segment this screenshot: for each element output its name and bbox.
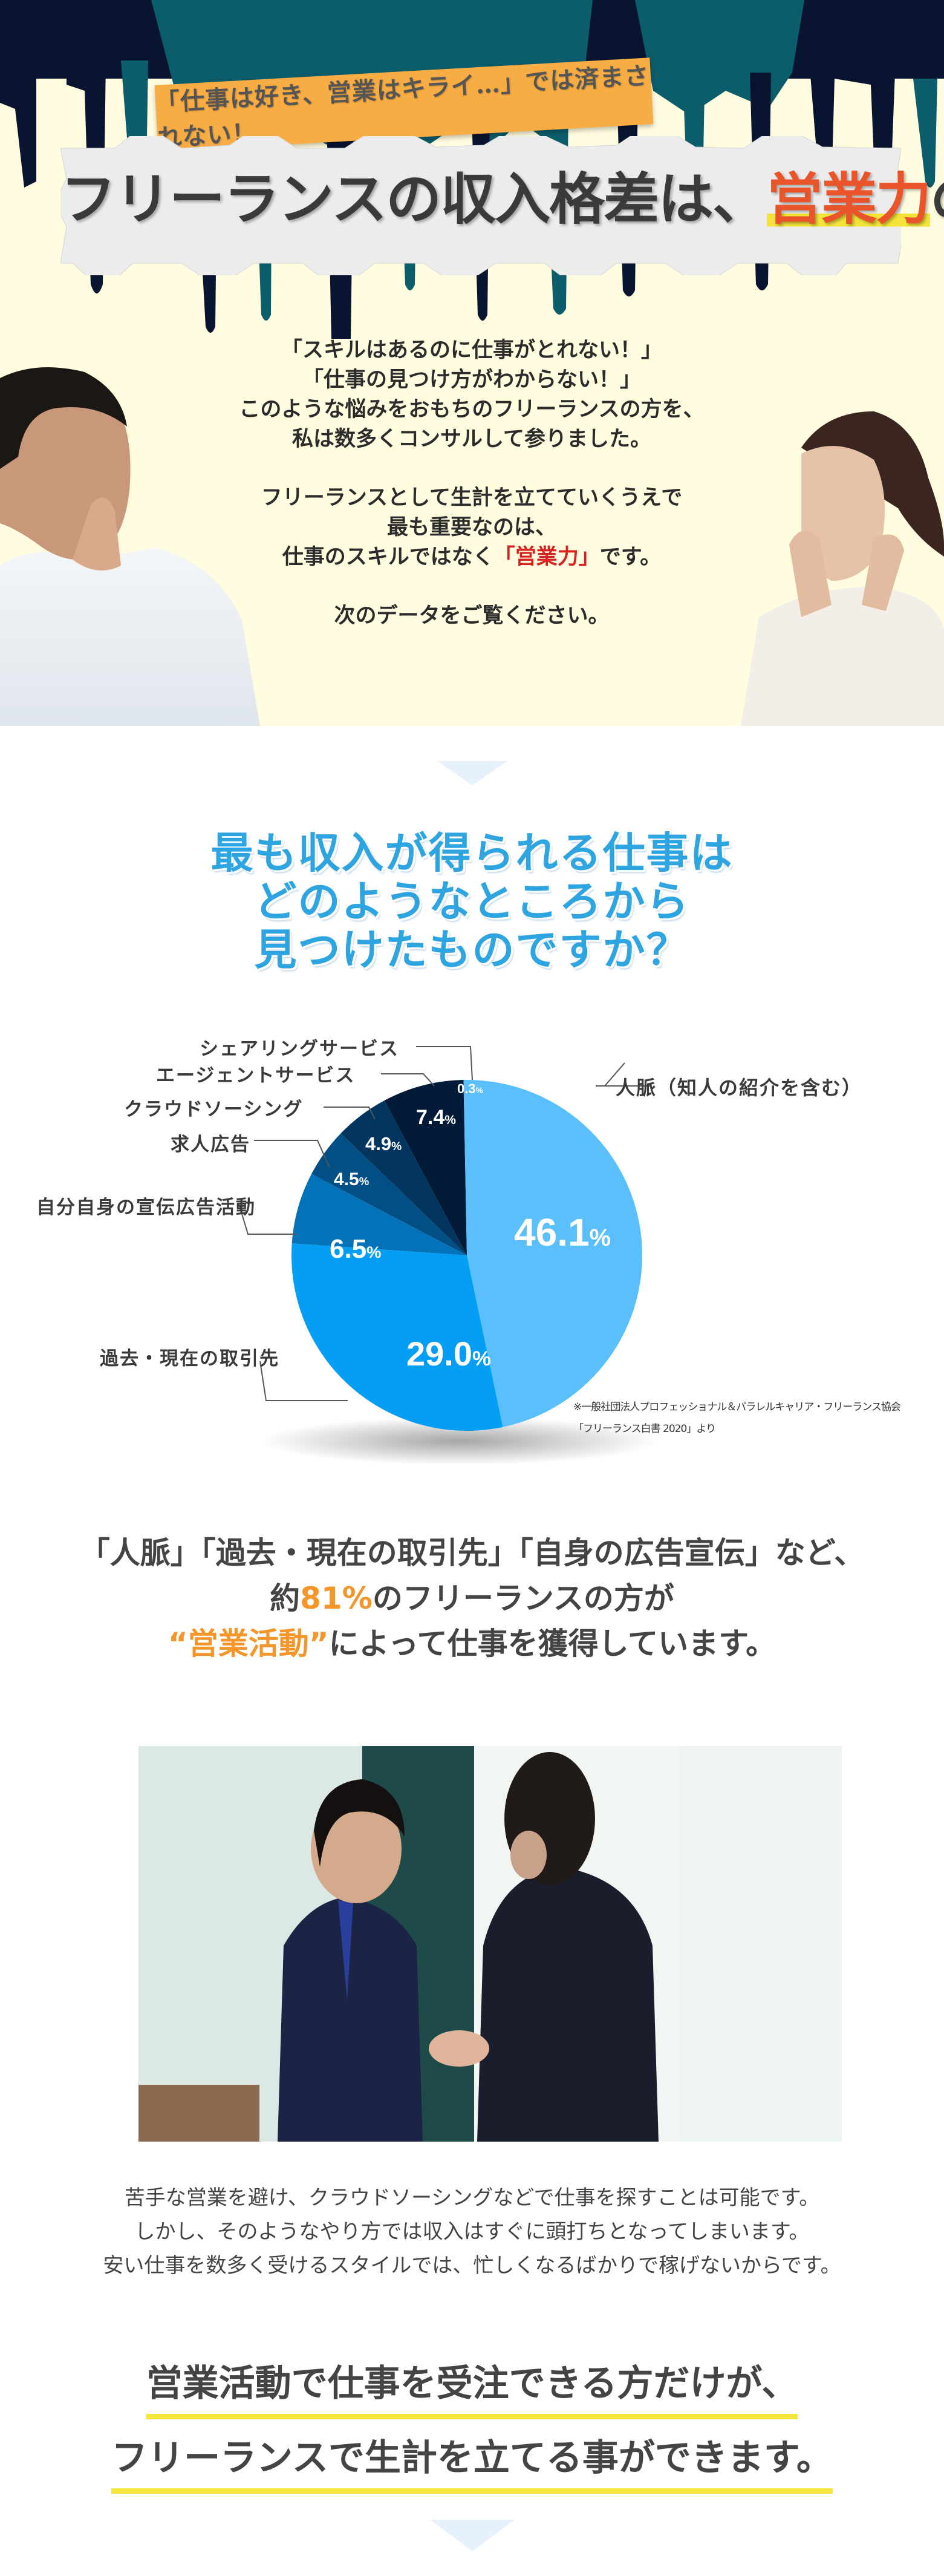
source-note-line: 「フリーランス白書 2020」より bbox=[573, 1423, 716, 1435]
worried-woman-photo bbox=[741, 411, 944, 726]
body-paragraph: 苦手な営業を避け、クラウドソーシングなどで仕事を探すことは可能です。 しかし、そ… bbox=[0, 2181, 944, 2283]
pie-slice bbox=[467, 1080, 642, 1427]
hero-copy-line: 「スキルはあるのに仕事がとれない！」 bbox=[281, 338, 662, 362]
main-title: フリーランスの収入格差は、営業力の差！ bbox=[60, 154, 944, 235]
pct-agent: 7.4% bbox=[416, 1106, 457, 1129]
question-line: どのようなところから bbox=[254, 877, 690, 926]
stat-line: 「人脈」「過去・現在の取引先」「自身の広告宣伝」など、 bbox=[79, 1535, 865, 1571]
pie-label-agent: エージェントサービス bbox=[156, 1065, 356, 1087]
pie-chart: シェアリングサービス エージェントサービス クラウドソーシング 求人広告 自分自… bbox=[0, 1016, 944, 1464]
pie-label-crowdsourcing: クラウドソーシング bbox=[124, 1099, 304, 1120]
stat-text: 約 bbox=[270, 1581, 301, 1616]
question-line: 最も収入が得られる仕事は bbox=[210, 828, 734, 878]
main-title-after: の差！ bbox=[930, 166, 944, 232]
pct-clients: 29.0% bbox=[406, 1335, 491, 1373]
body-line: 苦手な営業を避け、クラウドソーシングなどで仕事を探すことは可能です。 bbox=[124, 2186, 820, 2210]
pct-sharing: 0.3% bbox=[457, 1081, 483, 1096]
down-arrow-icon bbox=[430, 2520, 515, 2551]
pie-slice bbox=[291, 1243, 503, 1431]
pct-self-promotion: 6.5% bbox=[330, 1234, 382, 1264]
hero-copy-line: 仕事のスキルではなく「営業力」です。 bbox=[200, 543, 744, 572]
sales-activity-highlight: “営業活動” bbox=[168, 1626, 329, 1661]
stat-text: によって仕事を獲得しています。 bbox=[328, 1626, 776, 1661]
hero-copy-line: 私は数多くコンサルして参りました。 bbox=[292, 427, 651, 451]
pie-slice bbox=[463, 1080, 467, 1255]
pct-network: 46.1% bbox=[514, 1211, 611, 1254]
pct-crowdsourcing: 4.9% bbox=[365, 1133, 402, 1154]
hero-copy-text: 仕事のスキルではなく bbox=[282, 545, 494, 569]
main-title-before: フリーランスの収入格差は、 bbox=[60, 166, 768, 232]
source-note: ※一般社団法人プロフェッショナル＆パラレルキャリア・フリーランス協会 「フリーラ… bbox=[573, 1396, 901, 1440]
pie-chart-graphic bbox=[238, 1046, 659, 1464]
statistic-statement: 「人脈」「過去・現在の取引先」「自身の広告宣伝」など、 約81%のフリーランスの… bbox=[0, 1531, 944, 1667]
hero-copy-line: このような悩みをおもちのフリーランスの方を、 bbox=[239, 397, 705, 422]
question-heading: 最も収入が得られる仕事は どのようなところから 見つけたものですか？ bbox=[0, 829, 944, 974]
leader-lines bbox=[238, 1046, 650, 1401]
conclusion-statement: 営業活動で仕事を受注できる方だけが、 フリーランスで生計を立てる事ができます。 bbox=[0, 2359, 944, 2508]
pie-slice bbox=[340, 1100, 467, 1255]
hero-copy-line: 最も重要なのは、 bbox=[386, 515, 556, 540]
thinking-man-photo bbox=[0, 367, 260, 726]
pie-slices bbox=[291, 1080, 642, 1431]
pie-label-sharing: シェアリングサービス bbox=[200, 1038, 399, 1060]
title-burst-shape bbox=[60, 136, 901, 275]
pie-label-self-promotion: 自分自身の宣伝広告活動 bbox=[36, 1197, 256, 1218]
stat-percentage: 81% bbox=[300, 1581, 373, 1616]
stat-line: 約81%のフリーランスの方が bbox=[0, 1576, 944, 1621]
pie-label-job-ads: 求人広告 bbox=[171, 1134, 250, 1156]
stat-text: のフリーランスの方が bbox=[372, 1581, 674, 1616]
body-line: 安い仕事を数多く受けるスタイルでは、忙しくなるばかりで稼げないからです。 bbox=[103, 2254, 841, 2278]
hero-copy: 「スキルはあるのに仕事がとれない！」 「仕事の見つけ方がわからない！」 このよう… bbox=[200, 336, 744, 631]
sales-power-highlight: 「営業力」 bbox=[493, 545, 600, 569]
pct-job-ads: 4.5% bbox=[334, 1169, 369, 1189]
pie-slice bbox=[384, 1080, 467, 1255]
handshake-photo bbox=[138, 1746, 842, 2142]
hero-copy-line: 次のデータをご覧ください。 bbox=[334, 604, 610, 628]
pie-slice bbox=[291, 1174, 467, 1255]
source-note-line: ※一般社団法人プロフェッショナル＆パラレルキャリア・フリーランス協会 bbox=[573, 1401, 901, 1413]
hero-section: 「仕事は好き、営業はキライ…」では済まされない！ フリーランスの収入格差は、営業… bbox=[0, 0, 944, 726]
down-arrow-icon bbox=[437, 761, 507, 785]
pie-slice bbox=[311, 1133, 467, 1255]
conclusion-line: フリーランスで生計を立てる事ができます。 bbox=[111, 2434, 833, 2494]
hero-copy-line: 「仕事の見つけ方がわからない！」 bbox=[302, 368, 641, 392]
pie-label-network: 人脈（知人の紹介を含む） bbox=[616, 1076, 863, 1099]
conclusion-line: 営業活動で仕事を受注できる方だけが、 bbox=[146, 2359, 798, 2419]
stat-line: “営業活動”によって仕事を獲得しています。 bbox=[0, 1621, 944, 1667]
hero-copy-text: です。 bbox=[599, 545, 662, 569]
question-line: 見つけたものですか？ bbox=[254, 925, 690, 975]
main-title-accent: 営業力 bbox=[767, 166, 931, 232]
pie-label-clients: 過去・現在の取引先 bbox=[100, 1348, 279, 1370]
body-line: しかし、そのようなやり方では収入はすぐに頭打ちとなってしまいます。 bbox=[134, 2220, 810, 2244]
hero-copy-line: フリーランスとして生計を立てていくうえで bbox=[261, 486, 683, 510]
